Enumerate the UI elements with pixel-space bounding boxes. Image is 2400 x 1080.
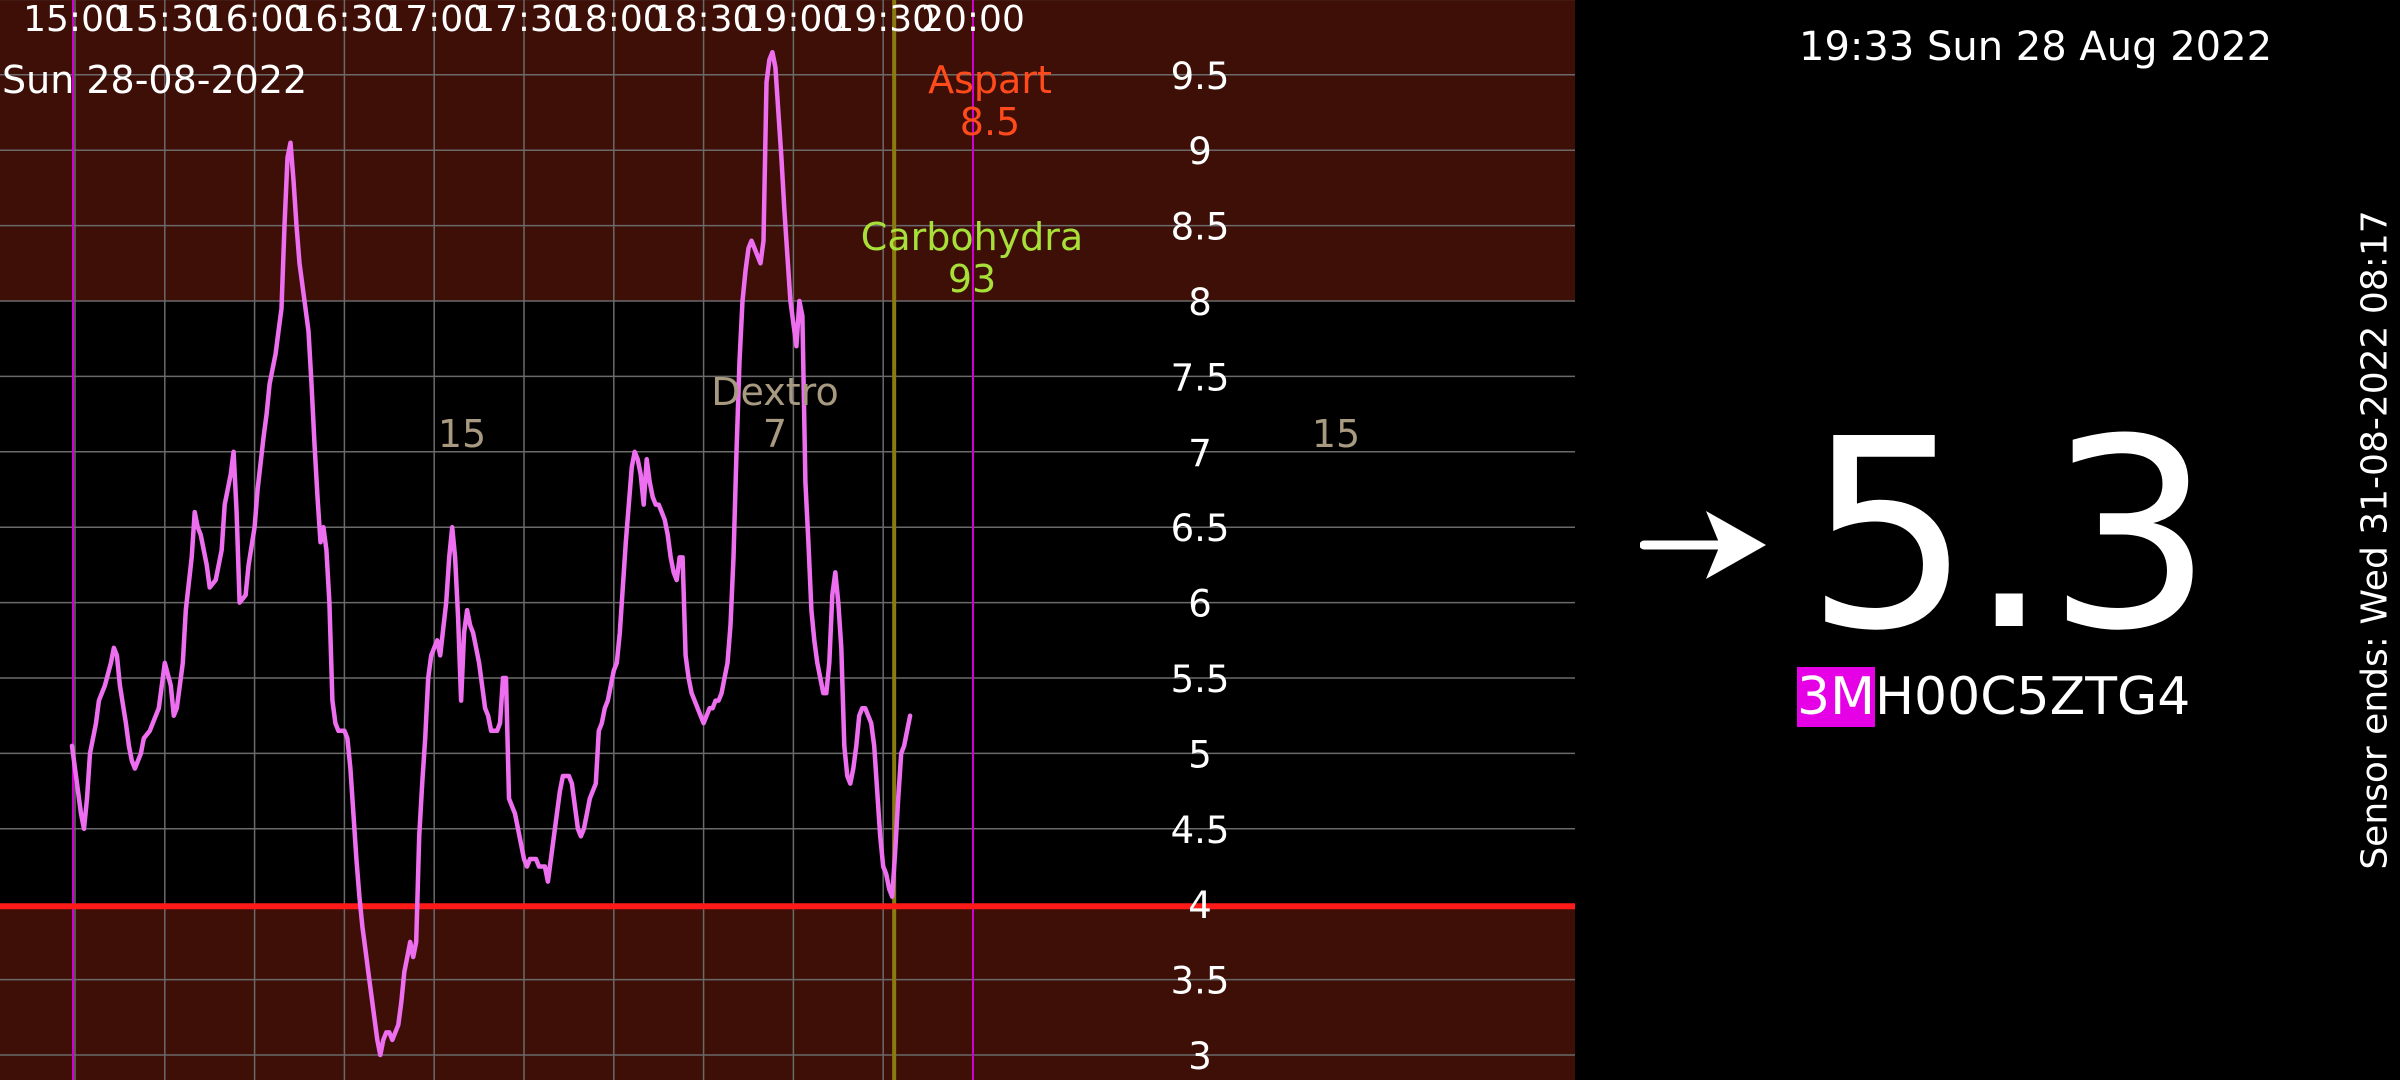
sensor-id-prefix: 3M [1797,667,1875,727]
annotation-aspart-label: Aspart [928,58,1052,102]
annotation-carb-15b-value: 15 [1312,412,1360,456]
time-tick-label: 15:30 [113,0,217,40]
annotation-dextro-value: 7 [763,412,787,456]
y-tick-label: 9 [1188,130,1212,173]
time-tick-label: 17:30 [472,0,576,40]
y-tick-label: 6 [1188,583,1212,626]
time-tick-label: 15:00 [23,0,127,40]
y-tick-label: 5 [1188,733,1212,776]
reading-panel: 19:33 Sun 28 Aug 2022 5.3 3MH00C5ZTG4 Se… [1575,0,2400,1080]
annotation-aspart-value: 8.5 [960,100,1020,144]
annotation-dextro-label: Dextro [711,370,838,414]
time-tick-label: 18:30 [652,0,756,40]
y-tick-label: 3.5 [1171,960,1230,1003]
time-tick-label: 20:00 [921,0,1025,40]
time-tick-label: 17:00 [382,0,486,40]
glucose-value: 5.3 [1805,383,2214,688]
y-tick-label: 3 [1188,1035,1212,1078]
y-tick-label: 7 [1188,432,1212,475]
y-tick-label: 8.5 [1171,206,1230,249]
annotation-carbohydrate-value: 93 [948,257,996,301]
glucose-curve [69,49,913,1058]
sensor-id: 3MH00C5ZTG4 [1797,667,2190,727]
arrow-right-icon [1640,511,1766,579]
time-tick-label: 19:30 [831,0,935,40]
sensor-id-rest: H00C5ZTG4 [1874,667,2191,727]
y-tick-label: 5.5 [1171,658,1230,701]
y-tick-label: 6.5 [1171,507,1230,550]
chart-date-label: Sun 28-08-2022 [2,58,307,102]
current-datetime: 19:33 Sun 28 Aug 2022 [1799,24,2273,70]
y-tick-label: 4 [1188,884,1212,927]
annotation-carbohydrate-label: Carbohydra [861,215,1083,259]
glucose-chart[interactable]: 9.5 9 8.5 8 7.5 7 6.5 6 5.5 5 4.5 4 3.5 3 15:00 15:30 16… [0,0,1575,1080]
y-tick-label: 4.5 [1171,809,1230,852]
y-tick-label: 7.5 [1171,356,1230,399]
glucose-chart-svg: 9.598.587.576.565.554.543.5315:0015:3016… [0,0,1575,1080]
y-tick-label: 8 [1188,281,1212,324]
sensor-ends-label: Sensor ends: Wed 31-08-2022 08:17 [2354,210,2396,870]
y-tick-label: 9.5 [1171,55,1230,98]
time-tick-label: 19:00 [742,0,846,40]
time-tick-label: 18:00 [562,0,666,40]
annotation-carb-15a-value: 15 [438,412,486,456]
time-tick-label: 16:00 [203,0,307,40]
low-zone [0,904,1575,1080]
time-tick-label: 16:30 [293,0,397,40]
